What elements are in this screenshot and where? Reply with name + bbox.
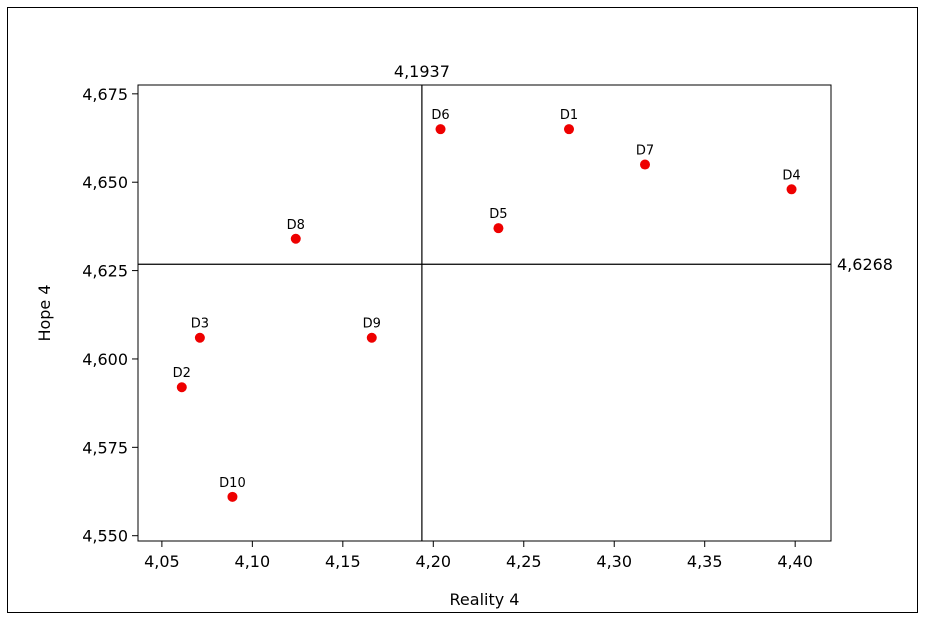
data-point-d6: [435, 124, 446, 135]
chart-frame: [7, 7, 918, 613]
data-point-d3: [194, 332, 205, 343]
point-label-d3: D3: [191, 317, 209, 332]
point-label-d7: D7: [636, 144, 654, 159]
plot-area: [137, 84, 832, 542]
point-label-d4: D4: [782, 168, 800, 183]
point-label-d6: D6: [431, 108, 449, 123]
y-tick-label: 4,675: [82, 85, 128, 104]
data-point-d2: [176, 382, 187, 393]
data-point-d5: [493, 223, 504, 234]
point-label-d8: D8: [287, 218, 305, 233]
y-tick-label: 4,600: [82, 350, 128, 369]
plot-box: [137, 84, 832, 542]
data-point-d8: [290, 233, 301, 244]
x-axis-title: Reality 4: [450, 590, 520, 609]
horizontal-reference-label: 4,6268: [837, 255, 893, 274]
vertical-reference-label: 4,1937: [394, 62, 450, 81]
x-tick-label: 4,15: [325, 552, 361, 571]
y-tick-label: 4,575: [82, 438, 128, 457]
y-tick-label: 4,625: [82, 262, 128, 281]
point-label-d9: D9: [363, 317, 381, 332]
y-tick-label: 4,550: [82, 527, 128, 546]
point-label-d5: D5: [489, 207, 507, 222]
data-points: D1 D2 D3 D4 D5 D6 D7 D8 D9 D10: [173, 108, 801, 502]
x-tick-label: 4,35: [687, 552, 723, 571]
point-label-d2: D2: [173, 366, 191, 381]
x-tick-label: 4,10: [235, 552, 271, 571]
point-label-d1: D1: [560, 108, 578, 123]
x-tick-label: 4,25: [506, 552, 542, 571]
point-label-d10: D10: [219, 476, 246, 491]
data-point-d1: [563, 124, 574, 135]
y-axis-title: Hope 4: [35, 284, 54, 341]
data-point-d4: [786, 184, 797, 195]
x-axis: 4,05 4,10 4,15 4,20 4,25 4,30 4,35 4,40: [144, 541, 813, 571]
x-tick-label: 4,20: [415, 552, 451, 571]
y-tick-label: 4,650: [82, 173, 128, 192]
x-tick-label: 4,40: [777, 552, 813, 571]
x-tick-label: 4,05: [144, 552, 180, 571]
x-tick-label: 4,30: [596, 552, 632, 571]
data-point-d9: [366, 332, 377, 343]
data-point-d10: [227, 491, 238, 502]
y-axis: 4,550 4,575 4,600 4,625 4,650 4,675: [82, 85, 138, 546]
reference-lines: 4,1937 4,6268: [138, 62, 893, 541]
data-point-d7: [639, 159, 650, 170]
